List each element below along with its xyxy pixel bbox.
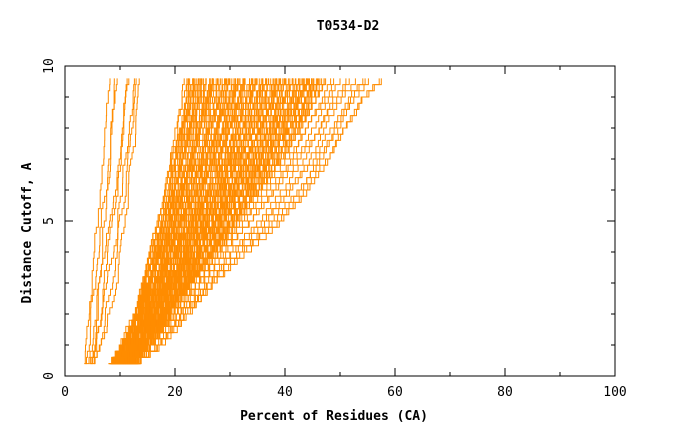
y-axis-label: Distance Cutoff, A (20, 162, 35, 303)
series-lines (84, 78, 382, 365)
x-tick-label: 100 (603, 385, 626, 400)
series-line (94, 78, 140, 365)
y-tick-labels: 0 5 10 (42, 58, 57, 380)
series-line (89, 78, 128, 365)
series-line (131, 78, 341, 365)
series-line (130, 78, 350, 365)
series-line (131, 78, 364, 365)
series-line (129, 78, 382, 365)
x-tick-label: 80 (497, 385, 513, 400)
x-tick-label: 40 (277, 385, 293, 400)
series-line (85, 78, 115, 365)
x-tick-labels: 0 20 40 60 80 100 (61, 385, 627, 400)
chart-title: T0534-D2 (317, 19, 380, 34)
series-line (92, 78, 137, 365)
y-tick-label: 5 (42, 217, 57, 225)
series-line (86, 78, 118, 365)
y-tick-label: 0 (42, 372, 57, 380)
x-tick-label: 20 (167, 385, 183, 400)
series-line (84, 78, 111, 365)
series-line (115, 78, 235, 365)
x-tick-label: 60 (387, 385, 403, 400)
x-tick-label: 0 (61, 385, 69, 400)
y-tick-label: 10 (42, 58, 57, 74)
axis-ticks (64, 65, 616, 377)
x-axis-label: Percent of Residues (CA) (240, 409, 428, 424)
series-line (131, 78, 369, 365)
series-line (132, 78, 366, 365)
